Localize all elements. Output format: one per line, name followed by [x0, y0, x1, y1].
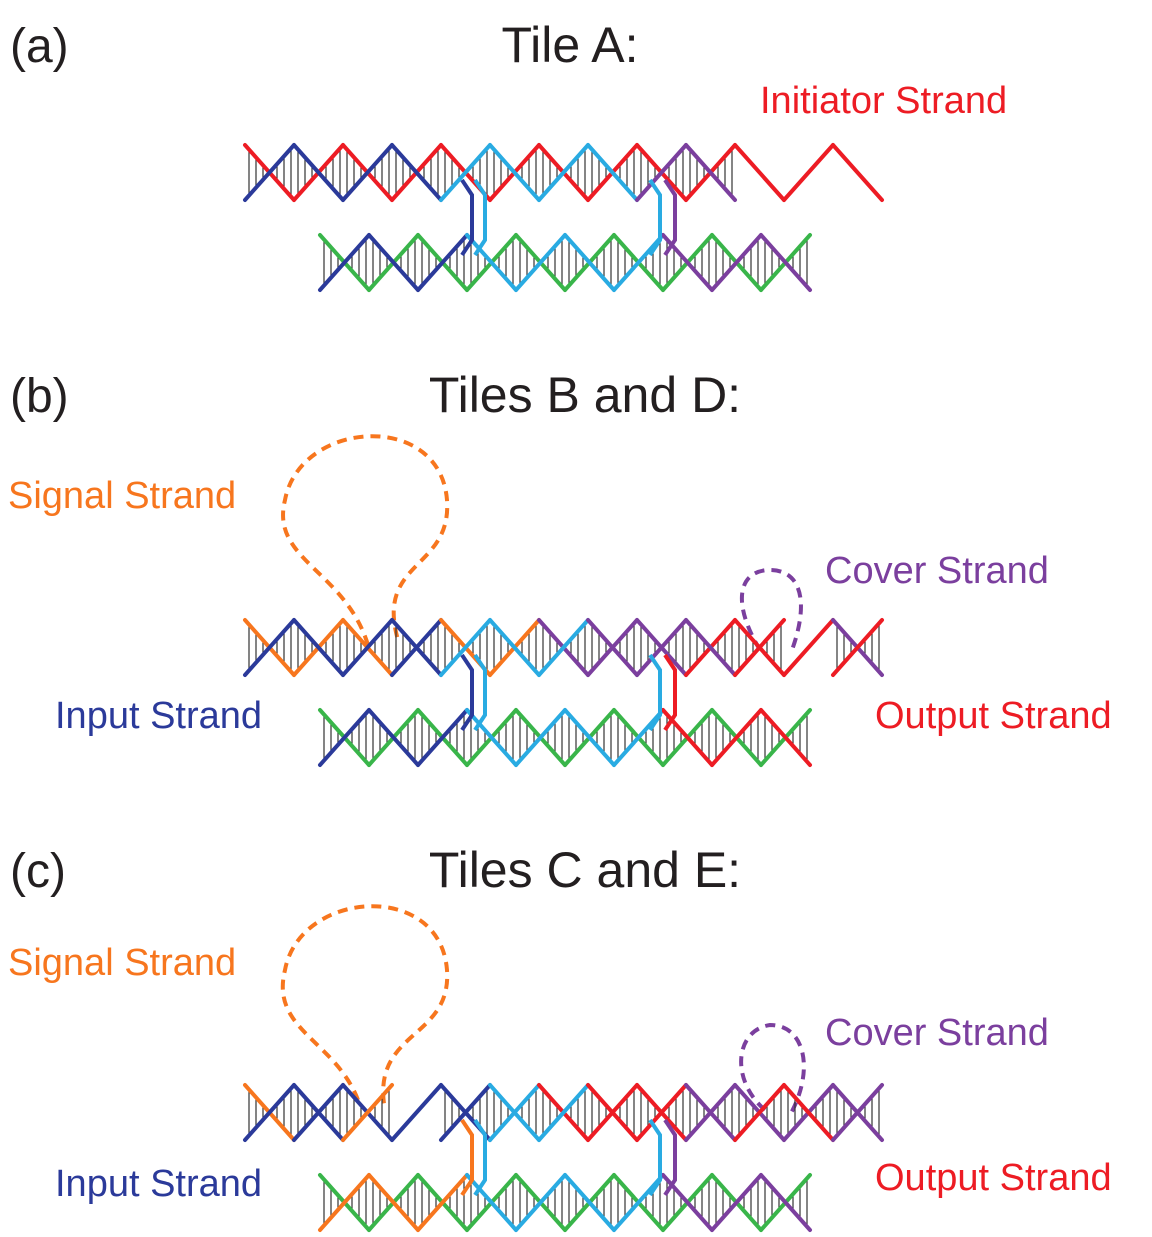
- annotation: Input Strand: [55, 1163, 262, 1205]
- panel-label: (b): [10, 370, 69, 423]
- signal-loop: [283, 436, 447, 645]
- annotation: Cover Strand: [825, 550, 1049, 592]
- panel-label: (c): [10, 845, 66, 898]
- strand-segment: [735, 145, 784, 200]
- annotation: Signal Strand: [8, 942, 236, 984]
- strand-segment: [833, 145, 882, 200]
- strand-segment: [784, 620, 833, 675]
- panel-label: (a): [10, 20, 69, 73]
- signal-loop: [283, 906, 447, 1110]
- figure: (a) Tile A: Initiator Strand (b) Tiles B…: [0, 0, 1152, 1237]
- panel-title: Tiles B and D:: [429, 367, 741, 423]
- panel-title: Tiles C and E:: [429, 842, 741, 898]
- annotation: Output Strand: [875, 1157, 1112, 1199]
- annotation: Output Strand: [875, 695, 1112, 737]
- strand-segment: [392, 1085, 441, 1140]
- annotation: Input Strand: [55, 695, 262, 737]
- panel-title: Tile A:: [501, 17, 638, 73]
- annotation: Signal Strand: [8, 475, 236, 517]
- annotation: Initiator Strand: [760, 80, 1007, 122]
- strand-segment: [784, 145, 833, 200]
- annotation: Cover Strand: [825, 1012, 1049, 1054]
